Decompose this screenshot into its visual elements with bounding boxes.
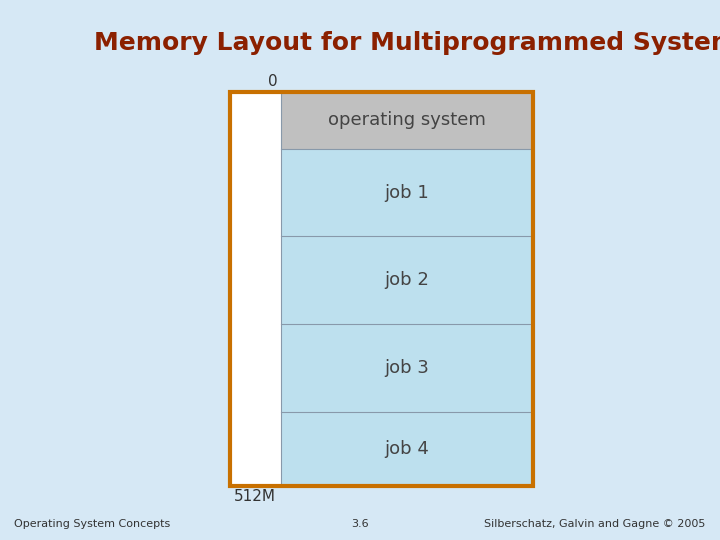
Text: Silberschatz, Galvin and Gagne © 2005: Silberschatz, Galvin and Gagne © 2005 [485,519,706,529]
Text: 512M: 512M [234,489,276,504]
Text: Operating System Concepts: Operating System Concepts [14,519,171,529]
Bar [281,92,533,148]
Text: 0: 0 [268,74,277,89]
Bar [230,92,533,486]
Text: 3.6: 3.6 [351,519,369,529]
Bar [281,237,533,324]
Bar [281,148,533,237]
Text: Memory Layout for Multiprogrammed System: Memory Layout for Multiprogrammed System [94,31,720,55]
Text: job 4: job 4 [384,440,429,458]
Bar [281,411,533,486]
Text: job 2: job 2 [384,271,429,289]
Text: operating system: operating system [328,111,486,129]
Text: job 1: job 1 [384,184,429,201]
Bar [230,92,533,486]
Bar [281,324,533,411]
Text: job 3: job 3 [384,359,429,377]
